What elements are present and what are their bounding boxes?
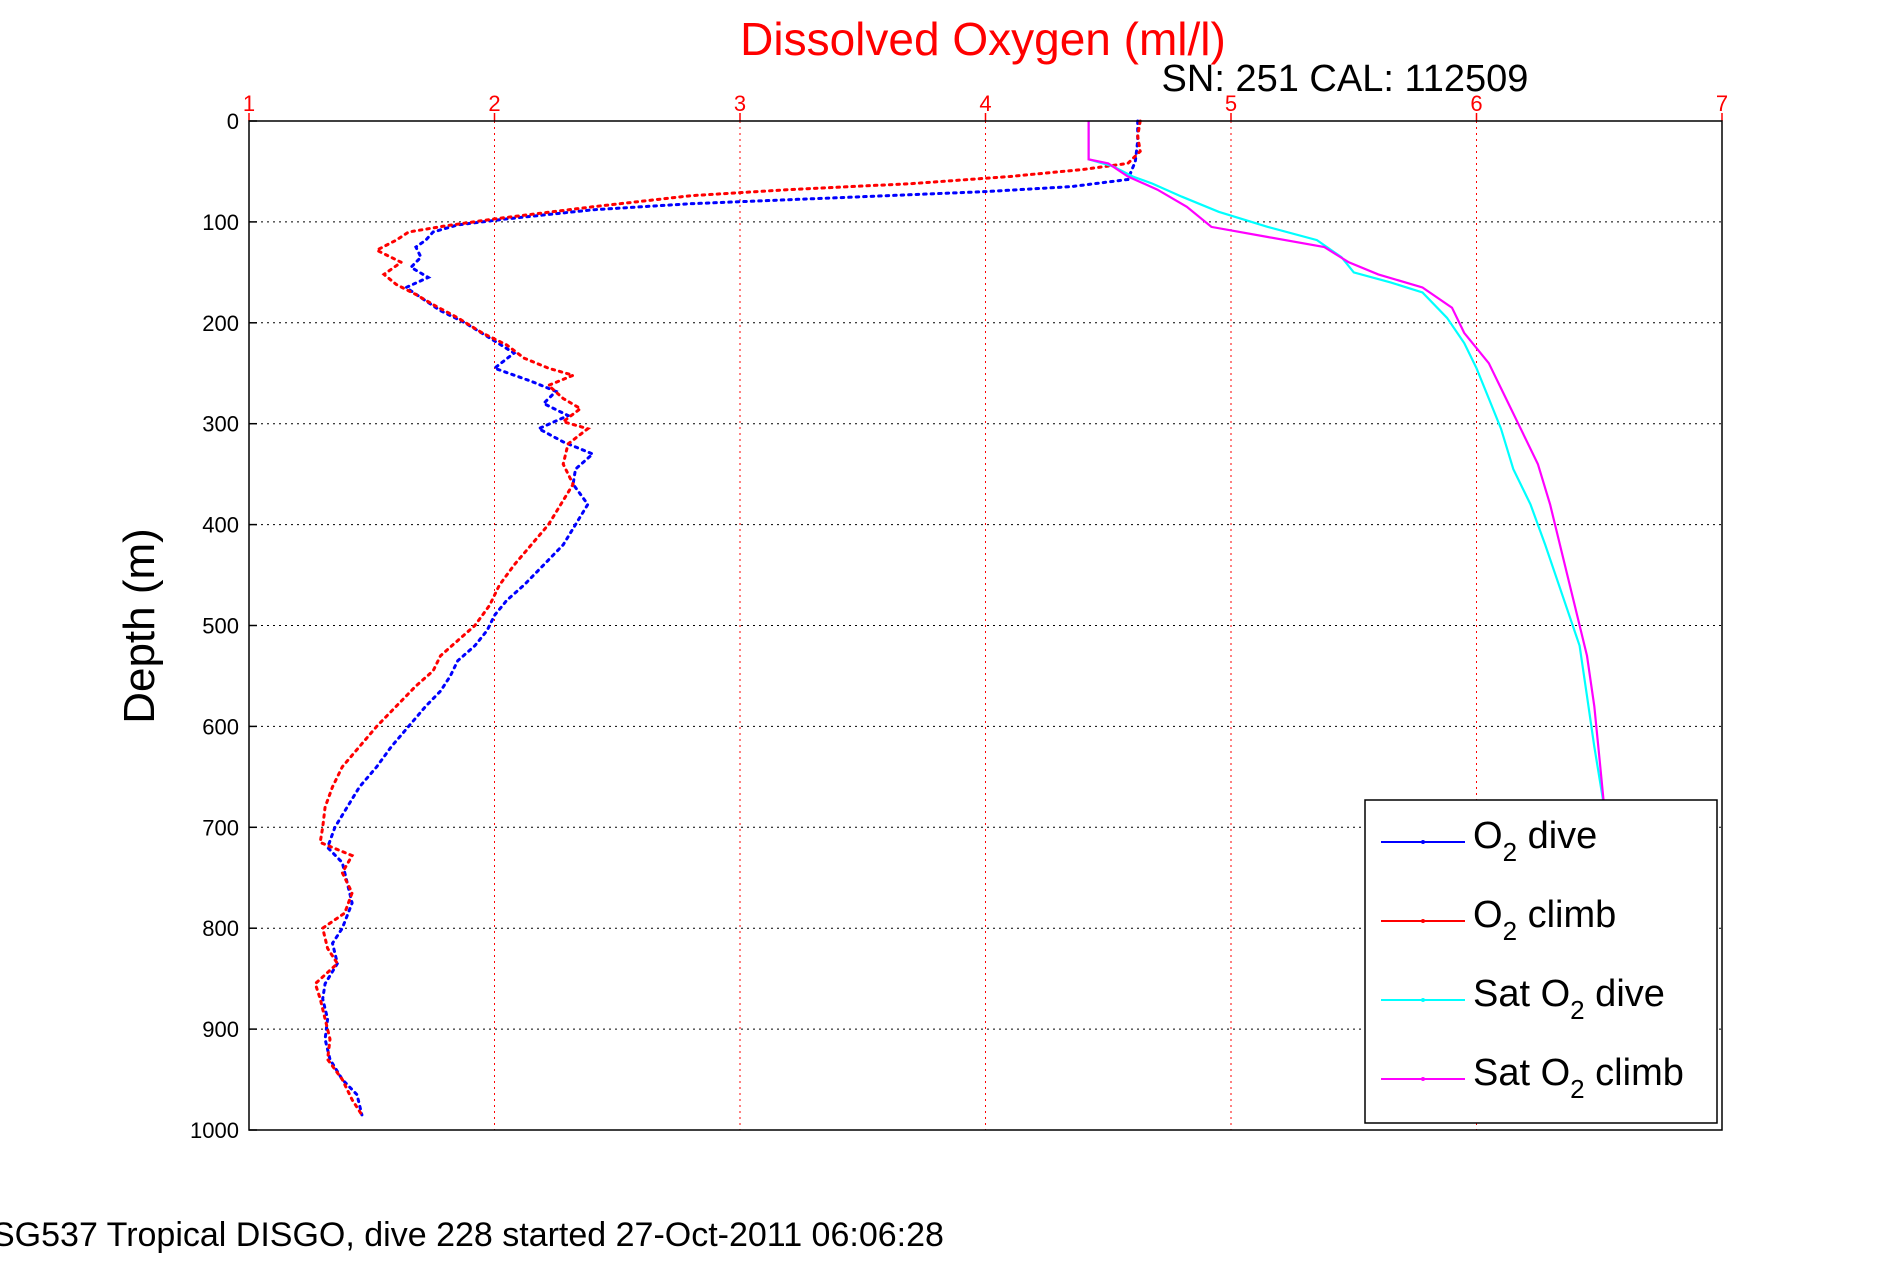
y-axis-label: Depth (m) bbox=[115, 528, 164, 724]
x-tick-label: 3 bbox=[734, 91, 746, 116]
legend: O2 dive O2 climb Sat O2 dive Sat O2 climb bbox=[1364, 799, 1718, 1124]
dive-caption: SG537 Tropical DISGO, dive 228 started 2… bbox=[0, 1216, 944, 1254]
x-axis-ticks: 1 2 3 4 5 6 7 bbox=[243, 91, 1728, 121]
y-tick-label: 400 bbox=[202, 513, 239, 538]
x-tick-label: 5 bbox=[1225, 91, 1237, 116]
legend-entry-sat-o2-dive: Sat O2 dive bbox=[1473, 973, 1665, 1025]
y-tick-label: 1000 bbox=[190, 1118, 239, 1143]
legend-entry-o2-climb: O2 climb bbox=[1473, 894, 1616, 946]
legend-marker bbox=[1421, 919, 1425, 923]
y-tick-label: 0 bbox=[227, 109, 239, 134]
legend-entry-o2-dive: O2 dive bbox=[1473, 815, 1597, 867]
x-tick-label: 6 bbox=[1470, 91, 1482, 116]
x-tick-label: 2 bbox=[488, 91, 500, 116]
chart-title: Dissolved Oxygen (ml/l) bbox=[740, 13, 1226, 65]
y-tick-label: 900 bbox=[202, 1017, 239, 1042]
o2-climb-series bbox=[313, 119, 1142, 1117]
y-tick-label: 500 bbox=[202, 614, 239, 639]
x-tick-label: 1 bbox=[243, 91, 255, 116]
legend-entry-sat-o2-climb: Sat O2 climb bbox=[1473, 1052, 1684, 1104]
y-tick-label: 100 bbox=[202, 210, 239, 235]
y-tick-label: 200 bbox=[202, 311, 239, 336]
plot-frame bbox=[248, 120, 1723, 1131]
legend-marker bbox=[1421, 998, 1425, 1002]
legend-box bbox=[1364, 799, 1718, 1124]
legend-marker bbox=[1421, 1077, 1425, 1081]
legend-marker bbox=[1421, 840, 1425, 844]
y-tick-label: 700 bbox=[202, 815, 239, 840]
x-tick-label: 4 bbox=[979, 91, 991, 116]
chart-subtitle: SN: 251 CAL: 112509 bbox=[1162, 58, 1529, 100]
o2-dive-series bbox=[321, 119, 1140, 1117]
y-axis-ticks: 0 100 200 300 400 500 600 700 800 900 1000 bbox=[190, 109, 257, 1143]
y-tick-label: 300 bbox=[202, 412, 239, 437]
y-tick-label: 800 bbox=[202, 916, 239, 941]
x-tick-label: 7 bbox=[1716, 91, 1728, 116]
y-tick-label: 600 bbox=[202, 714, 239, 739]
